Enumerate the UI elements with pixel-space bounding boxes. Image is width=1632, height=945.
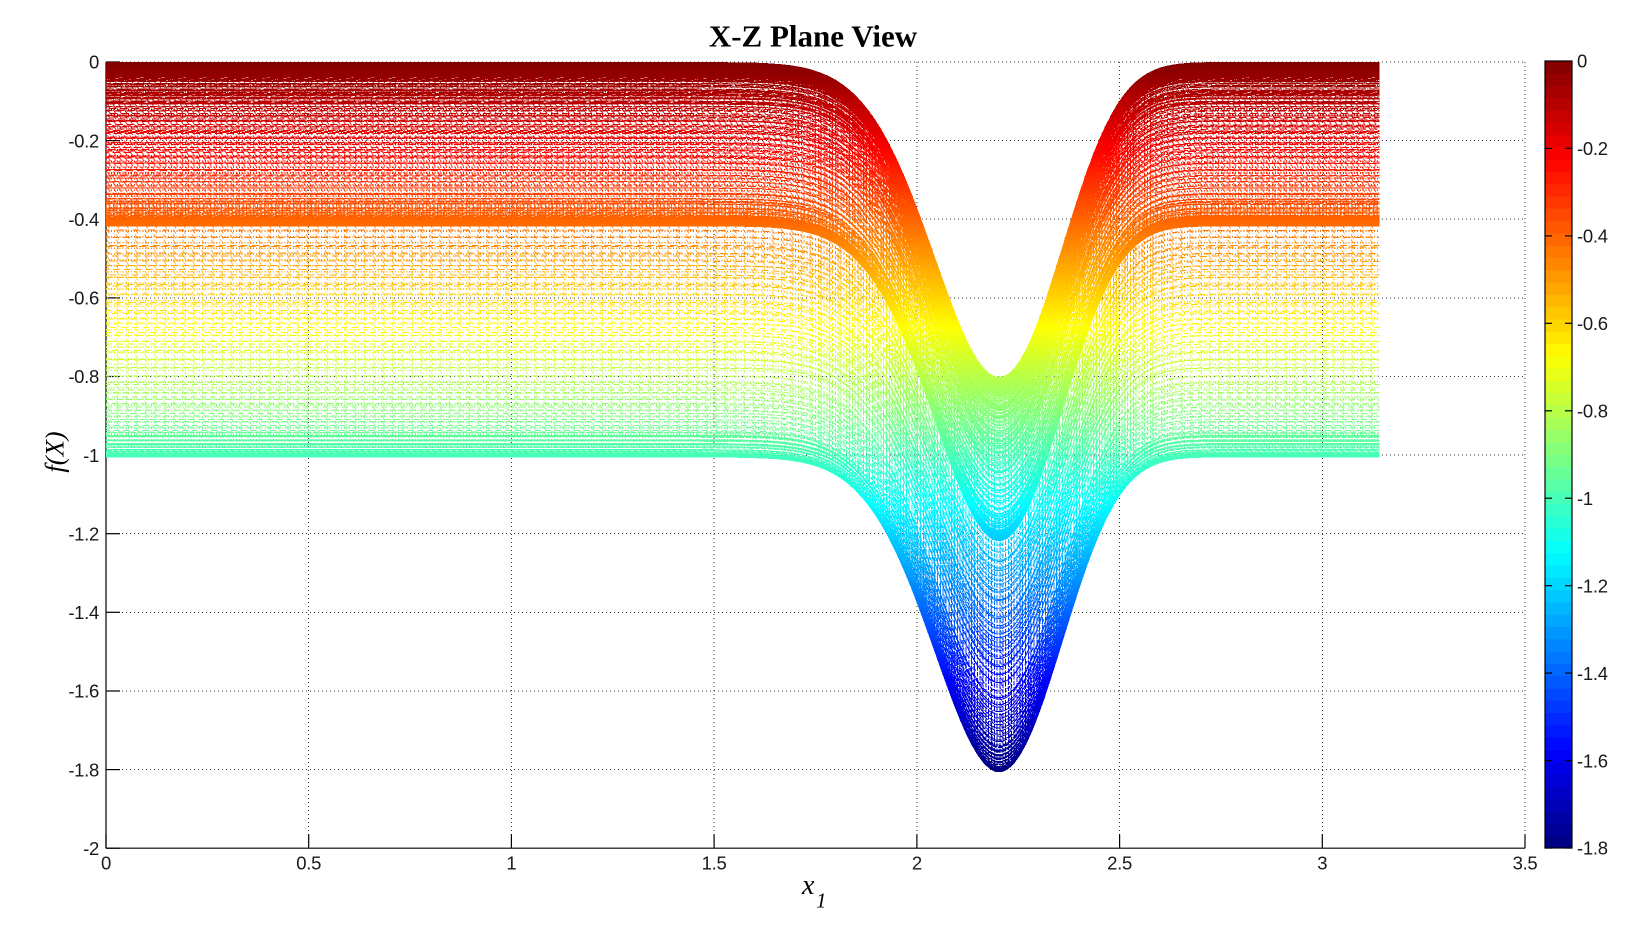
- svg-text:-0.2: -0.2: [1577, 138, 1608, 159]
- svg-text:2.5: 2.5: [1107, 853, 1132, 874]
- svg-text:0.5: 0.5: [296, 853, 321, 874]
- svg-text:3: 3: [1317, 853, 1327, 874]
- svg-text:1: 1: [506, 853, 516, 874]
- svg-text:-1.6: -1.6: [68, 681, 99, 702]
- svg-text:1.5: 1.5: [702, 853, 727, 874]
- svg-text:-0.8: -0.8: [68, 366, 99, 387]
- svg-text:2: 2: [912, 853, 922, 874]
- svg-text:f(X): f(X): [40, 431, 70, 472]
- svg-text:-1.2: -1.2: [68, 523, 99, 544]
- svg-text:-0.6: -0.6: [68, 288, 99, 309]
- svg-text:-2: -2: [83, 838, 99, 859]
- svg-text:-1.8: -1.8: [1577, 838, 1608, 859]
- svg-text:1: 1: [816, 889, 827, 913]
- svg-text:-1: -1: [83, 445, 99, 466]
- svg-text:-1.8: -1.8: [68, 759, 99, 780]
- svg-text:-1.4: -1.4: [1577, 663, 1608, 684]
- svg-text:-1.4: -1.4: [68, 602, 99, 623]
- svg-text:-0.4: -0.4: [1577, 226, 1608, 247]
- svg-text:-0.6: -0.6: [1577, 313, 1608, 334]
- svg-text:-0.4: -0.4: [68, 209, 99, 230]
- svg-text:0: 0: [89, 52, 99, 73]
- svg-text:3.5: 3.5: [1513, 853, 1538, 874]
- svg-text:0: 0: [1577, 51, 1587, 72]
- svg-text:x: x: [801, 870, 815, 901]
- svg-text:0: 0: [101, 853, 111, 874]
- svg-text:-0.8: -0.8: [1577, 401, 1608, 422]
- svg-text:-1.2: -1.2: [1577, 575, 1608, 596]
- svg-text:-1: -1: [1577, 488, 1593, 509]
- svg-text:X-Z Plane View: X-Z Plane View: [709, 19, 918, 54]
- svg-text:-0.2: -0.2: [68, 130, 99, 151]
- svg-text:-1.6: -1.6: [1577, 750, 1608, 771]
